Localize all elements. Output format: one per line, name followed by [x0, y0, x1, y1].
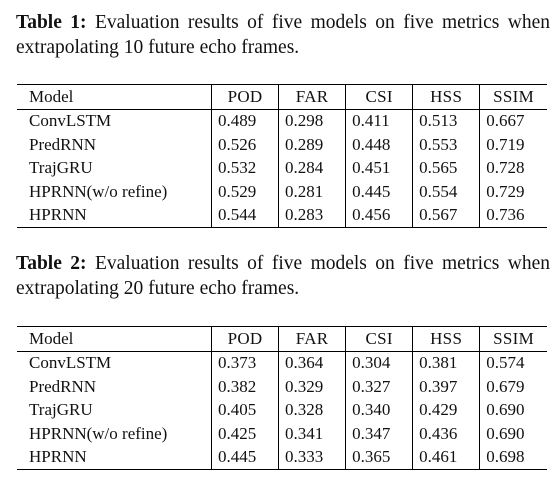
table2-col-hss: HSS	[412, 326, 481, 351]
metric-value-cell: 0.461	[412, 445, 481, 470]
table1-label: Table 1:	[16, 12, 87, 33]
table-row: ConvLSTM 0.373 0.364 0.304 0.381 0.574	[17, 351, 547, 375]
metric-value-cell: 0.719	[479, 133, 547, 157]
metric-value-cell: 0.513	[412, 109, 481, 133]
metric-value-cell: 0.340	[345, 398, 414, 422]
metric-value-cell: 0.347	[345, 422, 414, 446]
metric-value-cell: 0.679	[479, 375, 547, 399]
metric-value-cell: 0.373	[210, 351, 280, 375]
table2-label: Table 2:	[16, 253, 87, 274]
metric-value-cell: 0.736	[479, 203, 547, 228]
table2-col-csi: CSI	[345, 326, 414, 351]
table2-col-model: Model	[17, 326, 212, 351]
table1-col-far: FAR	[278, 84, 347, 109]
table-row: HPRNN 0.544 0.283 0.456 0.567 0.736	[17, 203, 547, 228]
metric-value-cell: 0.329	[278, 375, 347, 399]
metric-value-cell: 0.284	[278, 156, 347, 180]
table2-col-pod: POD	[210, 326, 280, 351]
metric-value-cell: 0.328	[278, 398, 347, 422]
table1: Model POD FAR CSI HSS SSIM ConvLSTM 0.489…	[17, 84, 547, 228]
table-row: PredRNN 0.526 0.289 0.448 0.553 0.719	[17, 133, 547, 157]
table2: Model POD FAR CSI HSS SSIM ConvLSTM 0.373…	[17, 326, 547, 470]
table-row: ConvLSTM 0.489 0.298 0.411 0.513 0.667	[17, 109, 547, 133]
metric-value-cell: 0.489	[210, 109, 280, 133]
model-name-cell: HPRNN	[17, 203, 212, 228]
table2-caption-text: Evaluation results of five models on fiv…	[16, 253, 550, 299]
model-name-cell: PredRNN	[17, 375, 212, 399]
model-name-cell: PredRNN	[17, 133, 212, 157]
metric-value-cell: 0.425	[210, 422, 280, 446]
metric-value-cell: 0.327	[345, 375, 414, 399]
metric-value-cell: 0.529	[210, 180, 280, 204]
table-row: HPRNN(w/o refine) 0.425 0.341 0.347 0.436 0.6…	[17, 422, 547, 446]
model-name-cell: TrajGRU	[17, 156, 212, 180]
metric-value-cell: 0.690	[479, 398, 547, 422]
metric-value-cell: 0.729	[479, 180, 547, 204]
metric-value-cell: 0.690	[479, 422, 547, 446]
table-row: PredRNN 0.382 0.329 0.327 0.397 0.679	[17, 375, 547, 399]
metric-value-cell: 0.283	[278, 203, 347, 228]
metric-value-cell: 0.341	[278, 422, 347, 446]
table-row: TrajGRU 0.532 0.284 0.451 0.565 0.728	[17, 156, 547, 180]
metric-value-cell: 0.574	[479, 351, 547, 375]
metric-value-cell: 0.532	[210, 156, 280, 180]
metric-value-cell: 0.304	[345, 351, 414, 375]
model-name-cell: HPRNN(w/o refine)	[17, 422, 212, 446]
table1-col-ssim: SSIM	[479, 84, 547, 109]
model-name-cell: TrajGRU	[17, 398, 212, 422]
metric-value-cell: 0.405	[210, 398, 280, 422]
metric-value-cell: 0.281	[278, 180, 347, 204]
table2-header-row: Model POD FAR CSI HSS SSIM	[17, 326, 547, 351]
table1-caption: Table 1: Evaluation results of five mode…	[16, 10, 550, 60]
metric-value-cell: 0.567	[412, 203, 481, 228]
table2-col-ssim: SSIM	[479, 326, 547, 351]
table1-col-csi: CSI	[345, 84, 414, 109]
table1-header-row: Model POD FAR CSI HSS SSIM	[17, 84, 547, 109]
metric-value-cell: 0.544	[210, 203, 280, 228]
table1-col-pod: POD	[210, 84, 280, 109]
metric-value-cell: 0.333	[278, 445, 347, 470]
metric-value-cell: 0.553	[412, 133, 481, 157]
table2-body: ConvLSTM 0.373 0.364 0.304 0.381 0.574 PredRNN…	[17, 351, 547, 470]
table-row: HPRNN(w/o refine) 0.529 0.281 0.445 0.554 0.7…	[17, 180, 547, 204]
table2-col-far: FAR	[278, 326, 347, 351]
model-name-cell: ConvLSTM	[17, 109, 212, 133]
metric-value-cell: 0.365	[345, 445, 414, 470]
metric-value-cell: 0.456	[345, 203, 414, 228]
table2-caption: Table 2: Evaluation results of five mode…	[16, 251, 550, 301]
metric-value-cell: 0.397	[412, 375, 481, 399]
metric-value-cell: 0.554	[412, 180, 481, 204]
metric-value-cell: 0.667	[479, 109, 547, 133]
metric-value-cell: 0.382	[210, 375, 280, 399]
metric-value-cell: 0.728	[479, 156, 547, 180]
metric-value-cell: 0.451	[345, 156, 414, 180]
metric-value-cell: 0.381	[412, 351, 481, 375]
metric-value-cell: 0.436	[412, 422, 481, 446]
metric-value-cell: 0.298	[278, 109, 347, 133]
table1-body: ConvLSTM 0.489 0.298 0.411 0.513 0.667 PredRNN…	[17, 109, 547, 228]
metric-value-cell: 0.429	[412, 398, 481, 422]
table-row: HPRNN 0.445 0.333 0.365 0.461 0.698	[17, 445, 547, 470]
metric-value-cell: 0.445	[345, 180, 414, 204]
metric-value-cell: 0.448	[345, 133, 414, 157]
metric-value-cell: 0.698	[479, 445, 547, 470]
metric-value-cell: 0.289	[278, 133, 347, 157]
metric-value-cell: 0.445	[210, 445, 280, 470]
table-row: TrajGRU 0.405 0.328 0.340 0.429 0.690	[17, 398, 547, 422]
metric-value-cell: 0.411	[345, 109, 414, 133]
model-name-cell: HPRNN	[17, 445, 212, 470]
table1-col-model: Model	[17, 84, 212, 109]
table1-caption-text: Evaluation results of five models on fiv…	[16, 12, 550, 58]
model-name-cell: HPRNN(w/o refine)	[17, 180, 212, 204]
model-name-cell: ConvLSTM	[17, 351, 212, 375]
metric-value-cell: 0.526	[210, 133, 280, 157]
metric-value-cell: 0.565	[412, 156, 481, 180]
metric-value-cell: 0.364	[278, 351, 347, 375]
table1-col-hss: HSS	[412, 84, 481, 109]
